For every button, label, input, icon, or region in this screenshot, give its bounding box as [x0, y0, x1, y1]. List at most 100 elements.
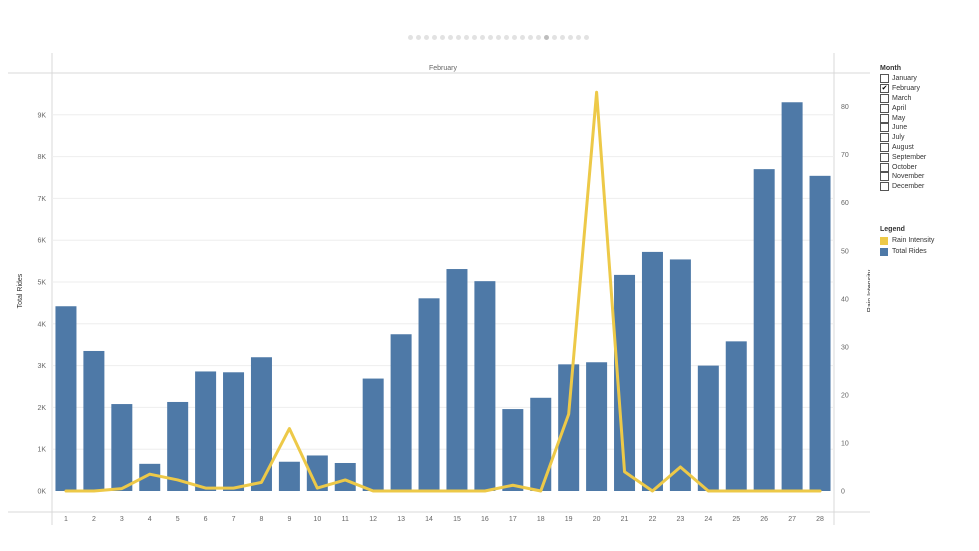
panel-header-label: February — [429, 65, 458, 72]
month-checkbox[interactable] — [880, 142, 889, 152]
y2-tick-label: 40 — [841, 296, 849, 303]
month-option[interactable]: June — [880, 123, 975, 133]
x-tick-label: 2 — [92, 516, 96, 523]
month-option[interactable]: October — [880, 162, 975, 172]
legend: Legend Rain Intensity Total Rides — [880, 226, 975, 257]
page-dot[interactable] — [576, 35, 581, 40]
month-checkbox[interactable] — [880, 182, 889, 192]
bar — [83, 350, 105, 491]
page-dot[interactable] — [472, 35, 477, 40]
combo-chart: February 0K 1K 2K 3K 4K 5K 6K 7K 8K 9K 0 10 20 30 40 50 6… — [8, 53, 870, 525]
bar — [306, 455, 328, 491]
month-checkbox[interactable] — [880, 93, 889, 103]
month-checkbox[interactable] — [880, 162, 889, 172]
y-tick-label: 7K — [37, 196, 46, 203]
y-tick-label: 8K — [37, 154, 46, 161]
x-tick-label: 22 — [649, 516, 657, 523]
x-tick-label: 8 — [260, 516, 264, 523]
bar — [614, 274, 636, 491]
x-tick-label: 16 — [481, 516, 489, 523]
x-tick-label: 4 — [148, 516, 152, 523]
month-option[interactable]: April — [880, 103, 975, 113]
month-checkbox[interactable] — [880, 152, 889, 162]
bar — [250, 357, 272, 491]
month-option[interactable]: May — [880, 113, 975, 123]
month-label: November — [892, 173, 925, 181]
bar — [558, 364, 580, 491]
page-dot[interactable] — [440, 35, 445, 40]
y-tick-label: 2K — [37, 405, 46, 412]
month-option[interactable]: August — [880, 142, 975, 153]
page-dot[interactable] — [416, 35, 421, 40]
page-dot[interactable] — [408, 35, 413, 40]
y2-tick-label: 70 — [841, 152, 849, 159]
page-dot[interactable] — [424, 35, 429, 40]
y-tick-label: 0K — [37, 489, 46, 496]
legend-item: Total Rides — [880, 246, 975, 257]
month-option[interactable]: January — [880, 74, 975, 84]
page-dot[interactable] — [536, 35, 541, 40]
bar — [390, 334, 412, 491]
month-label: April — [892, 104, 907, 112]
x-tick-label: 7 — [232, 516, 236, 523]
bar — [669, 259, 691, 491]
legend-label: Rain Intensity — [892, 237, 935, 244]
month-checkbox[interactable] — [880, 113, 889, 123]
page-dot[interactable] — [544, 35, 549, 40]
bar — [334, 462, 356, 491]
page-dot[interactable] — [520, 35, 525, 40]
month-checkbox[interactable] — [880, 133, 889, 143]
month-option[interactable]: December — [880, 182, 975, 192]
page-dot[interactable] — [432, 35, 437, 40]
bar — [697, 365, 719, 491]
month-option[interactable]: ✔ February — [880, 84, 975, 94]
bar — [641, 251, 663, 491]
bar — [362, 378, 384, 491]
page-dot[interactable] — [480, 35, 485, 40]
y2-tick-label: 10 — [841, 440, 849, 447]
y2-tick-label: 30 — [841, 344, 849, 351]
month-checkbox[interactable] — [880, 123, 889, 133]
page-dot[interactable] — [488, 35, 493, 40]
x-tick-label: 24 — [704, 516, 712, 523]
page-dot[interactable] — [584, 35, 589, 40]
legend-label: Total Rides — [892, 248, 927, 255]
page-dot[interactable] — [552, 35, 557, 40]
page-dot[interactable] — [448, 35, 453, 40]
x-tick-label: 12 — [369, 516, 377, 523]
month-checkbox[interactable] — [880, 103, 889, 113]
bar — [474, 281, 496, 491]
legend-title: Legend — [880, 226, 905, 233]
page-dot[interactable] — [464, 35, 469, 40]
page-navigation-dots[interactable] — [408, 35, 589, 43]
bar — [278, 461, 300, 491]
page-dot[interactable] — [528, 35, 533, 40]
month-checkbox[interactable]: ✔ — [880, 84, 889, 94]
x-tick-label: 6 — [204, 516, 208, 523]
page-dot[interactable] — [496, 35, 501, 40]
bar — [753, 169, 775, 491]
month-option[interactable]: March — [880, 93, 975, 104]
page-dot[interactable] — [560, 35, 565, 40]
x-tick-label: 14 — [425, 516, 433, 523]
month-option[interactable]: July — [880, 133, 975, 143]
month-checkbox[interactable] — [880, 172, 889, 182]
legend-list: Rain Intensity Total Rides — [880, 235, 975, 257]
month-checkbox[interactable] — [880, 74, 889, 84]
month-option[interactable]: September — [880, 152, 975, 162]
x-tick-label: 15 — [453, 516, 461, 523]
x-tick-label: 9 — [287, 516, 291, 523]
x-tick-label: 21 — [621, 516, 629, 523]
x-tick-label: 23 — [676, 516, 684, 523]
month-label: May — [892, 114, 906, 122]
page-dot[interactable] — [512, 35, 517, 40]
x-tick-label: 11 — [342, 516, 349, 523]
page-dot[interactable] — [456, 35, 461, 40]
x-tick-label: 28 — [816, 516, 824, 523]
month-option[interactable]: November — [880, 172, 975, 182]
month-label: August — [892, 143, 914, 151]
bar — [530, 397, 552, 491]
month-label: July — [892, 134, 905, 142]
page-dot[interactable] — [504, 35, 509, 40]
page-dot[interactable] — [568, 35, 573, 40]
